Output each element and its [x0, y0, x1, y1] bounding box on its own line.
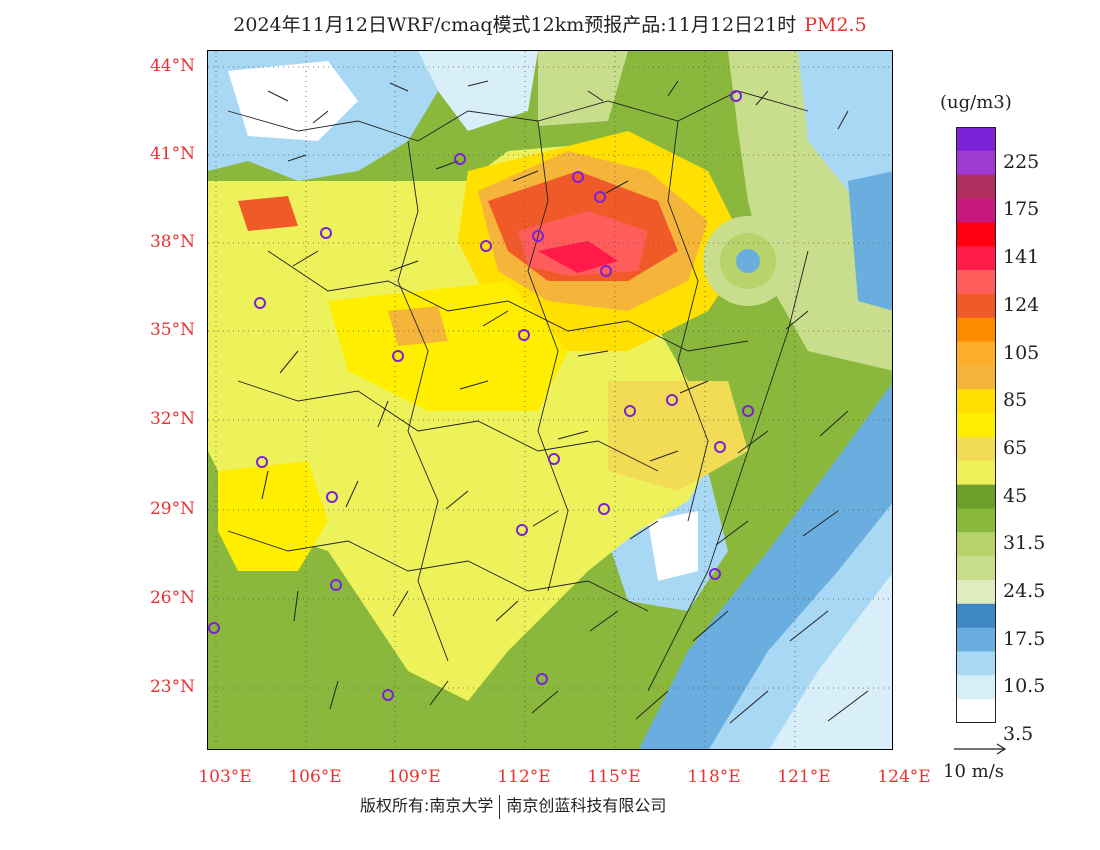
color-bar-label: 65: [1003, 436, 1028, 459]
color-bar-label: 10.5: [1003, 675, 1046, 698]
lon-label-103: 103°E: [198, 767, 252, 787]
color-bar-segment: [956, 675, 996, 700]
lon-label-118: 118°E: [687, 767, 741, 787]
title-text: 2024年11月12日WRF/cmaq模式12km预报产品:11月12日21时: [233, 14, 797, 36]
lat-label-32: 32°N: [149, 409, 195, 429]
color-bar-segment: [956, 508, 996, 533]
color-bar: [956, 127, 996, 723]
concentration-map: [208, 51, 892, 749]
color-bar-label: 175: [1003, 198, 1040, 221]
color-bar-segment: [956, 579, 996, 605]
color-bar-segment: [956, 484, 996, 509]
color-bar-label: 24.5: [1003, 579, 1046, 602]
color-bar-label: 141: [1003, 246, 1040, 269]
legend-unit: (ug/m3): [940, 92, 1012, 113]
color-bar-label: 85: [1003, 389, 1028, 412]
color-bar-label: 17.5: [1003, 627, 1046, 650]
lat-label-35: 35°N: [149, 320, 195, 340]
color-bar-segment: [956, 556, 996, 581]
lon-label-121: 121°E: [777, 767, 831, 787]
lon-label-106: 106°E: [288, 767, 342, 787]
lat-label-41: 41°N: [149, 144, 195, 164]
color-bar-segment: [956, 270, 996, 295]
color-bar-segment: [956, 198, 996, 223]
lon-label-112: 112°E: [497, 767, 551, 787]
color-bar-label: 31.5: [1003, 532, 1046, 555]
color-bar-segment: [956, 532, 996, 557]
separator: [499, 794, 501, 819]
color-bar-segment: [956, 174, 996, 200]
lat-label-44: 44°N: [149, 56, 195, 76]
color-bar-segment: [956, 341, 996, 366]
color-bar-segment: [956, 127, 996, 152]
color-bar-segment: [956, 603, 996, 629]
color-bar-segment: [956, 413, 996, 438]
color-bar-segment: [956, 222, 996, 247]
copyright-prefix: 版权所有:: [360, 796, 430, 815]
wind-reference-label: 10 m/s: [943, 761, 1004, 782]
lon-label-124: 124°E: [877, 767, 931, 787]
lat-label-26: 26°N: [149, 588, 195, 608]
color-bar-segment: [956, 699, 996, 723]
color-bar-segment: [956, 246, 996, 271]
lat-label-23: 23°N: [149, 677, 195, 697]
color-bar-segment: [956, 436, 996, 462]
map-panel[interactable]: [207, 50, 893, 750]
color-bar-label: 124: [1003, 293, 1040, 316]
lat-label-38: 38°N: [149, 232, 195, 252]
copyright: 版权所有:南京大学 南京创蓝科技有限公司: [360, 792, 666, 819]
color-bar-label: 225: [1003, 150, 1040, 173]
color-bar-label: 3.5: [1003, 722, 1034, 745]
lat-label-29: 29°N: [149, 499, 195, 519]
color-bar-segment: [956, 651, 996, 676]
color-bar-segment: [956, 150, 996, 176]
color-bar-segment: [956, 627, 996, 652]
color-bar-segment: [956, 293, 996, 319]
lon-label-109: 109°E: [387, 767, 441, 787]
map-title: 2024年11月12日WRF/cmaq模式12km预报产品:11月12日21时 P…: [0, 10, 1100, 37]
color-bar-label: 45: [1003, 484, 1028, 507]
org-nju: 南京大学: [429, 796, 494, 815]
color-bar-label: 105: [1003, 341, 1040, 364]
color-bar-segment: [956, 365, 996, 390]
species-label: PM2.5: [804, 14, 867, 36]
wind-reference-arrow-icon: [954, 743, 1007, 755]
color-bar-segment: [956, 389, 996, 414]
color-bar-segment: [956, 460, 996, 486]
lon-label-115: 115°E: [587, 767, 641, 787]
color-bar-segment: [956, 317, 996, 343]
org-chuanglan: 南京创蓝科技有限公司: [506, 796, 667, 815]
